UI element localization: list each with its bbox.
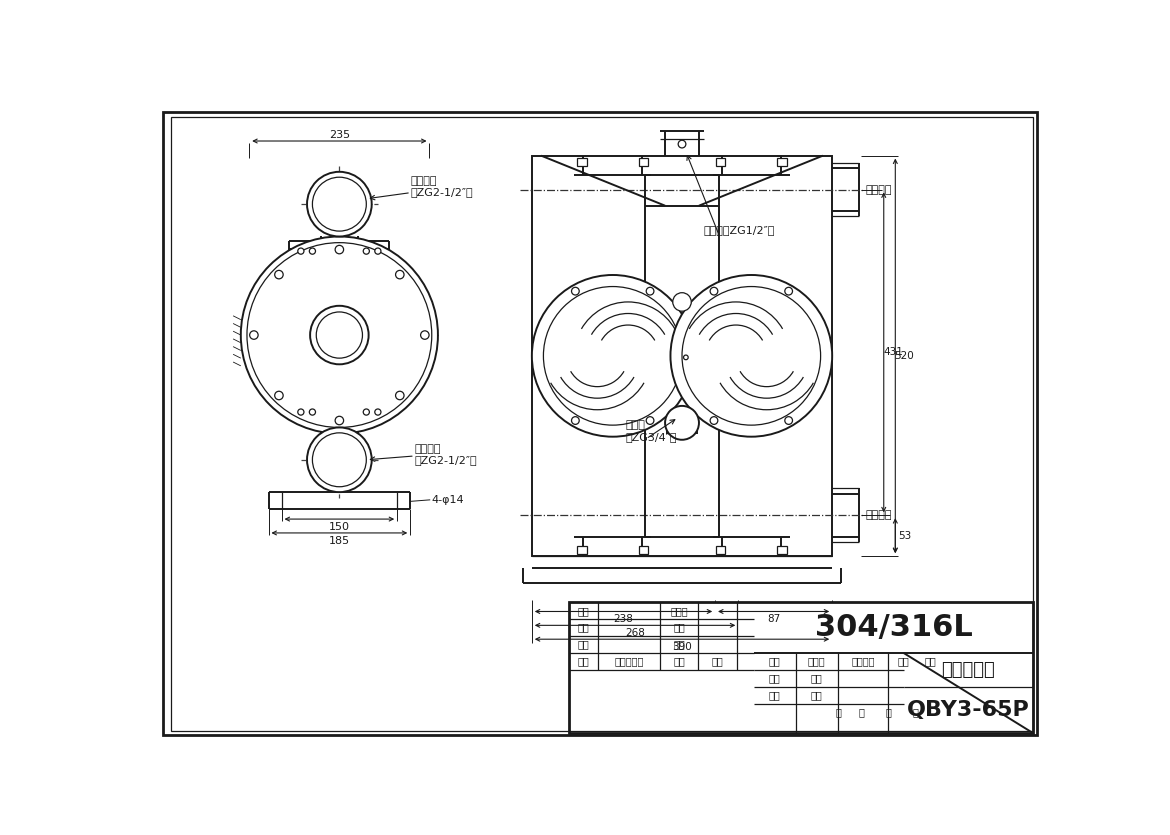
Text: 更改文件号: 更改文件号 [614, 656, 644, 666]
Bar [716, 158, 725, 165]
Text: 重量: 重量 [897, 656, 909, 666]
Text: 431: 431 [883, 347, 903, 357]
Circle shape [785, 287, 792, 295]
Circle shape [298, 409, 304, 415]
Text: （进口）: （进口） [865, 510, 892, 520]
Text: 共: 共 [835, 707, 841, 717]
Circle shape [309, 409, 316, 415]
Circle shape [363, 248, 370, 254]
Circle shape [682, 286, 820, 425]
Circle shape [307, 428, 372, 492]
Text: 比例: 比例 [924, 656, 937, 666]
Text: 签字: 签字 [673, 656, 684, 666]
Text: 进气口（ZG1/2″）: 进气口（ZG1/2″） [703, 225, 775, 235]
Text: 页: 页 [913, 707, 918, 717]
Text: 工艺: 工艺 [578, 640, 590, 650]
Circle shape [275, 392, 283, 400]
Circle shape [247, 243, 432, 428]
Circle shape [571, 417, 579, 424]
Text: 150: 150 [329, 522, 350, 532]
Text: 日期: 日期 [673, 640, 684, 650]
Text: 页: 页 [859, 707, 865, 717]
Circle shape [395, 392, 404, 400]
Text: 4-φ14: 4-φ14 [432, 495, 464, 505]
Bar [778, 158, 786, 165]
Circle shape [543, 286, 682, 425]
Text: 消声器
（ZG3/4″）: 消声器 （ZG3/4″） [625, 421, 676, 442]
Bar [532, 155, 832, 556]
Bar [670, 326, 694, 346]
Text: 审核: 审核 [769, 674, 780, 684]
Circle shape [665, 406, 698, 440]
Text: 304/316L: 304/316L [814, 613, 972, 642]
Text: 批准: 批准 [673, 623, 684, 633]
Text: 185: 185 [329, 535, 350, 545]
Circle shape [374, 409, 381, 415]
Circle shape [316, 312, 363, 358]
Text: 标准化: 标准化 [670, 605, 688, 615]
Circle shape [532, 275, 694, 437]
Text: 设计: 设计 [769, 656, 780, 666]
Text: 工艺: 工艺 [769, 691, 780, 701]
Circle shape [335, 417, 344, 425]
Circle shape [241, 236, 438, 433]
Circle shape [312, 177, 366, 231]
Text: 520: 520 [895, 351, 915, 361]
Bar [667, 408, 697, 433]
Text: 图样标记: 图样标记 [852, 656, 875, 666]
Text: 268: 268 [625, 628, 645, 638]
Circle shape [679, 140, 686, 148]
Circle shape [307, 172, 372, 236]
Text: 批准: 批准 [811, 674, 823, 684]
Bar [639, 158, 648, 165]
Text: 238: 238 [613, 615, 633, 625]
Circle shape [275, 271, 283, 279]
Circle shape [646, 417, 654, 424]
Text: 390: 390 [672, 642, 691, 652]
Circle shape [310, 306, 369, 364]
Text: 审核: 审核 [578, 623, 590, 633]
Circle shape [309, 248, 316, 254]
Text: 87: 87 [768, 615, 780, 625]
Circle shape [312, 433, 366, 487]
Text: 设计: 设计 [578, 605, 590, 615]
Circle shape [673, 293, 691, 311]
Circle shape [395, 271, 404, 279]
Bar [665, 321, 698, 352]
Bar [577, 546, 586, 554]
Circle shape [420, 331, 429, 339]
Text: （出口）: （出口） [865, 185, 892, 195]
Circle shape [785, 417, 792, 424]
Bar [778, 546, 786, 554]
Text: QBY3-65P: QBY3-65P [907, 700, 1030, 720]
Circle shape [571, 287, 579, 295]
Circle shape [683, 355, 688, 360]
Circle shape [710, 287, 718, 295]
Text: 标准化: 标准化 [808, 656, 826, 666]
Bar [639, 546, 648, 554]
Circle shape [710, 417, 718, 424]
Text: 物料进口
（ZG2-1/2″）: 物料进口 （ZG2-1/2″） [415, 443, 477, 465]
Circle shape [335, 245, 344, 254]
Text: 物料出口
（ZG2-1/2″）: 物料出口 （ZG2-1/2″） [411, 175, 474, 197]
Text: 日期: 日期 [711, 656, 723, 666]
Circle shape [646, 287, 654, 295]
Circle shape [298, 248, 304, 254]
Circle shape [363, 409, 370, 415]
Bar [716, 546, 725, 554]
Circle shape [374, 248, 381, 254]
Text: 第: 第 [886, 707, 892, 717]
Text: 安装尺寸图: 安装尺寸图 [942, 661, 996, 679]
Bar [569, 602, 1033, 733]
Circle shape [249, 331, 259, 339]
Text: 53: 53 [897, 530, 911, 540]
Text: 日期: 日期 [811, 691, 823, 701]
Text: 235: 235 [329, 130, 350, 139]
Bar [577, 158, 586, 165]
Text: 标记: 标记 [578, 656, 590, 666]
Circle shape [670, 275, 832, 437]
